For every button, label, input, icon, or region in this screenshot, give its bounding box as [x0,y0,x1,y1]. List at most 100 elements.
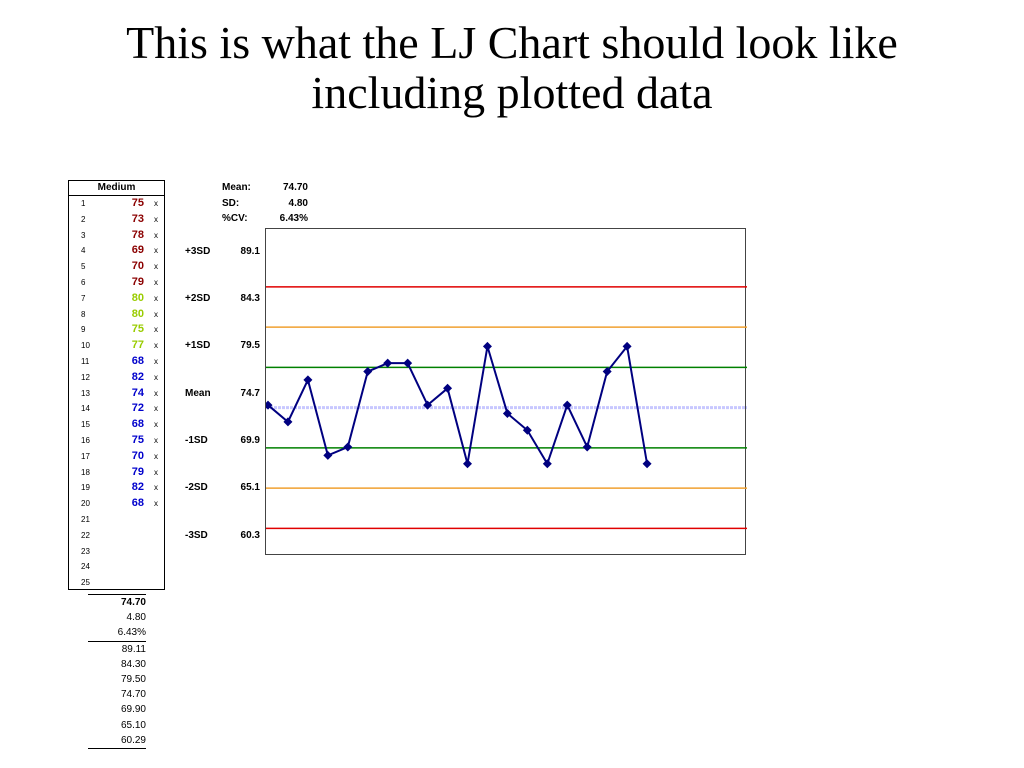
row-mark: x [154,262,158,272]
row-index: 6 [81,278,86,287]
row-index: 3 [81,230,86,240]
row-index: 1 [81,199,86,208]
data-point [622,341,632,351]
row-index: 19 [81,483,90,493]
sd-label: SD: [222,198,240,209]
sd-value: 84.3 [240,293,260,304]
data-point [323,450,333,460]
row-index: 23 [81,546,90,556]
data-table: Medium 1 75 x 2 73 x 3 78 x 4 69 x 5 70 x 6 79 x 7 80 x 8 80 x 9… [68,180,165,590]
row-value: 72 [131,402,144,415]
row-mark: x [154,246,158,256]
slide-title: This is what the LJ Chart should look li… [0,18,1024,118]
row-index: 5 [81,262,86,272]
title-line-2: including plotted data [311,67,713,118]
data-point [266,400,273,410]
data-point [642,459,652,469]
stat-value: 84.30 [120,658,146,670]
row-value: 68 [131,497,144,510]
table-row: 24 [69,559,164,575]
row-mark: x [154,357,158,366]
row-index: 2 [81,214,86,224]
title-line-1: This is what the LJ Chart should look li… [126,17,898,68]
sd-label: +1SD [185,340,211,351]
row-mark: x [154,372,158,382]
row-value: 80 [131,307,144,320]
row-value: 70 [131,260,144,273]
row-index: 17 [81,451,90,461]
row-index: 4 [81,246,86,256]
sd-label: Mean [185,388,211,399]
stat-value: 6.43% [88,625,146,642]
table-row: 3 78 x [69,228,164,244]
table-row: 23 [69,544,164,560]
lj-chart [265,228,747,555]
data-point [383,358,393,368]
row-value: 80 [131,291,144,304]
stat-value: 60.29 [88,733,146,749]
table-row: 1 75 x [69,196,164,212]
data-point [582,442,592,452]
table-row: 8 80 x [69,307,164,323]
row-value: 75 [131,197,144,209]
row-index: 24 [81,562,90,572]
data-point [502,408,512,418]
row-index: 12 [81,372,90,382]
table-row: 11 68 x [69,354,164,370]
row-value: 74 [131,386,144,399]
sd-value: 60.3 [240,530,260,541]
table-row: 2 73 x [69,212,164,228]
data-point [562,400,572,410]
row-index: 18 [81,467,90,477]
sd-value: 69.9 [240,435,260,446]
table-row: 12 82 x [69,370,164,386]
data-point [303,375,313,385]
table-row: 17 70 x [69,449,164,465]
row-value: 75 [131,434,144,446]
sd-label: +3SD [185,246,211,257]
row-mark: x [154,404,158,414]
row-mark: x [154,483,158,493]
data-point [363,367,373,377]
row-index: 13 [81,388,90,398]
stat-value: 89.11 [121,643,146,655]
sd-value: 79.5 [240,340,260,351]
sd-label: -1SD [185,435,208,446]
row-mark: x [154,278,158,287]
stat-value: 74.70 [120,689,146,701]
row-mark: x [154,467,158,477]
row-index: 8 [81,309,86,319]
data-point [343,442,353,452]
row-value: 68 [131,355,144,367]
table-row: 16 75 x [69,433,164,449]
stat-value: 69.90 [120,704,146,716]
sd-value: 4.80 [288,198,308,209]
row-index: 14 [81,404,90,414]
stat-value: 79.50 [120,673,146,685]
row-value: 77 [131,339,144,352]
row-mark: x [154,420,158,430]
table-row: 22 [69,528,164,544]
series-line [267,344,649,467]
row-value: 82 [131,481,144,494]
table-row: 13 74 x [69,386,164,402]
data-point [522,425,532,435]
mean-label: Mean: [222,182,251,193]
row-value: 73 [131,212,144,225]
data-point [443,383,453,393]
sd-value: 89.1 [240,246,260,257]
row-value: 79 [131,465,144,478]
row-index: 16 [81,436,90,445]
row-mark: x [154,309,158,319]
row-index: 15 [81,420,90,430]
data-point [463,459,472,469]
mean-value: 74.70 [282,182,308,193]
row-mark: x [154,451,158,461]
row-index: 20 [81,499,90,509]
row-mark: x [154,230,158,240]
stat-value: 74.70 [88,594,146,610]
lj-chart-svg [266,286,747,530]
table-row: 7 80 x [69,291,164,307]
sd-label: -3SD [185,530,208,541]
cv-label: %CV: [222,213,248,224]
